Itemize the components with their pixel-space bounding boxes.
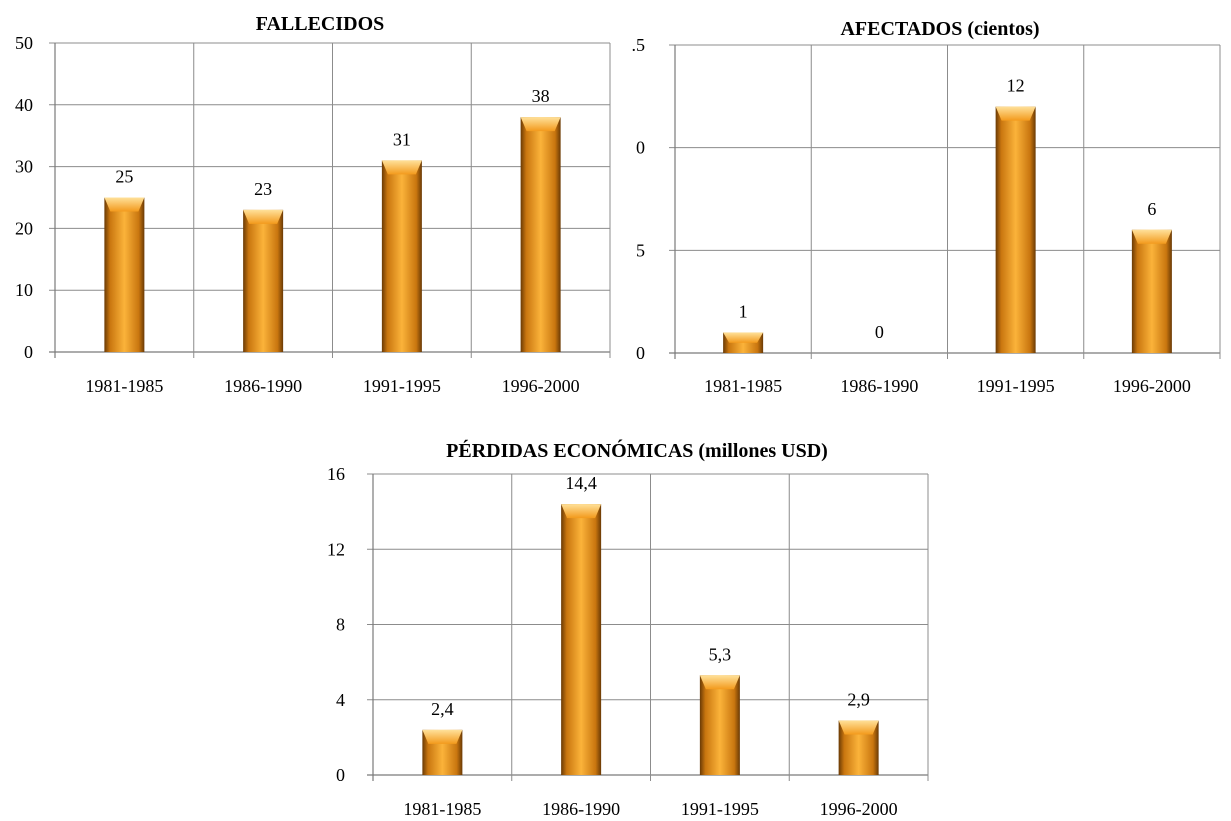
y-tick-label: 10 [15,280,33,300]
x-tick-label: 1996-2000 [1113,376,1191,396]
bar-cap [699,675,740,690]
data-label: 5,3 [709,644,732,664]
bar-cap [520,117,561,132]
y-tick-label: 5 [636,240,645,260]
x-tick-label: 1986-1990 [542,799,620,819]
y-tick-label: 0 [336,765,345,785]
data-label: 12 [1007,76,1025,96]
x-tick-label: 1996-2000 [820,799,898,819]
y-tick-label: 20 [15,218,33,238]
y-tick-label: 0 [24,342,33,362]
bar-cap [995,106,1036,121]
afectados-chart: AFECTADOS (cientos) 0 5 0 .5 1 1981-1985 0 1986… [632,18,1221,396]
bar [699,675,740,775]
chart-title: FALLECIDOS [256,13,385,35]
y-tick-label: 30 [15,157,33,177]
data-label: 6 [1147,199,1156,219]
x-tick-label: 1991-1995 [363,376,441,396]
chart-title: PÉRDIDAS ECONÓMICAS (millones USD) [446,438,828,462]
bar [995,106,1036,353]
y-tick-label: 0 [636,138,645,158]
data-label: 25 [115,167,133,187]
x-tick-label: 1981-1985 [403,799,481,819]
fallecidos-chart: FALLECIDOS 0 10 20 30 40 50 25 1981-1985 23 1986-… [15,13,611,396]
x-tick-label: 1981-1985 [85,376,163,396]
data-label: 1 [739,301,748,321]
bar [243,209,284,352]
data-label: 31 [393,129,411,149]
bar-cap [422,729,463,744]
data-label: 0 [875,322,884,342]
x-tick-label: 1991-1995 [681,799,759,819]
bar [104,197,145,352]
x-tick-label: 1986-1990 [224,376,302,396]
x-tick-label: 1981-1985 [704,376,782,396]
x-tick-label: 1991-1995 [977,376,1055,396]
x-tick-label: 1986-1990 [840,376,918,396]
data-label: 14,4 [565,473,597,493]
y-tick-label: .5 [632,35,646,55]
data-label: 2,4 [431,699,454,719]
bar [561,504,602,775]
data-label: 2,9 [847,689,870,709]
data-label: 38 [532,86,550,106]
y-tick-label: 40 [15,95,33,115]
y-tick-label: 0 [636,343,645,363]
bar [520,117,561,352]
y-tick-label: 16 [327,464,345,484]
bar-cap [243,209,284,224]
perdidas-economicas-chart: PÉRDIDAS ECONÓMICAS (millones USD) 0 4 8 12… [327,438,929,819]
bar-cap [561,504,602,519]
y-tick-label: 4 [336,690,345,710]
x-tick-label: 1996-2000 [502,376,580,396]
bar [381,160,422,352]
y-tick-label: 12 [327,539,345,559]
data-label: 23 [254,179,272,199]
bar-cap [723,332,764,343]
bar-cap [381,160,422,175]
y-tick-label: 50 [15,33,33,53]
bar [1131,229,1172,353]
bar-cap [1131,229,1172,244]
chart-title: AFECTADOS (cientos) [840,18,1039,40]
bar-cap [838,720,879,735]
y-tick-label: 8 [336,615,345,635]
bar-cap [104,197,145,212]
